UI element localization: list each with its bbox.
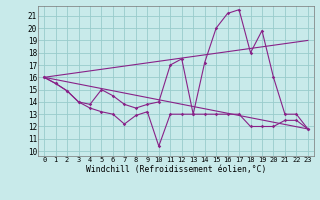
X-axis label: Windchill (Refroidissement éolien,°C): Windchill (Refroidissement éolien,°C)	[86, 165, 266, 174]
